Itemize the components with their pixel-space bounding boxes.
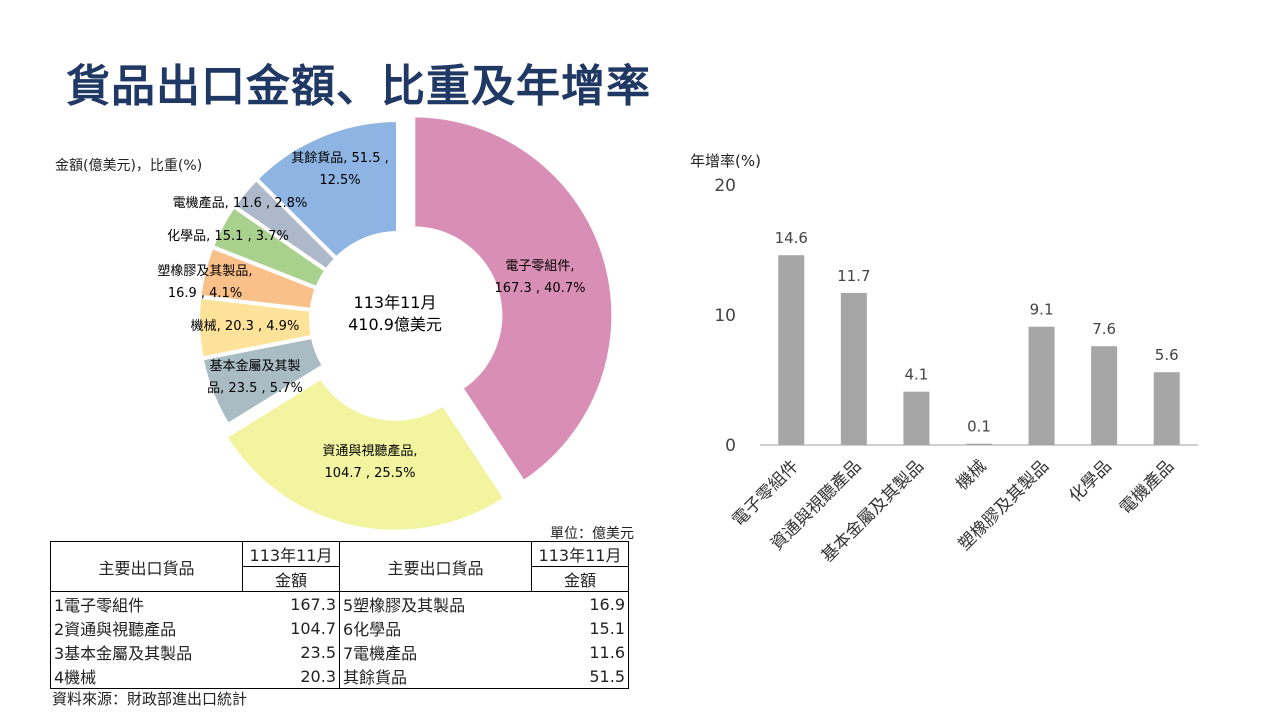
donut-slice-label: 104.7 , 25.5% [325,466,416,481]
donut-slice-2 [222,374,509,530]
bar-category-label: 化學品 [1065,456,1115,506]
bar-category-label: 機械 [952,456,990,494]
table-row: 3基本金屬及其製品 23.5 7電機產品 11.6 [50,640,629,664]
bar-y-tick-label: 20 [714,176,736,196]
table-row: 4機械 20.3 其餘貨品 51.5 [50,664,629,689]
row-right-value: 11.6 [531,640,629,664]
donut-slice-label: 品, 23.5 , 5.7% [207,381,303,396]
bar-3 [903,391,930,445]
row-left-name: 4機械 [50,664,243,689]
table-header-amount-right: 金額 [531,566,629,592]
table-row: 2資通與視聽產品 104.7 6化學品 15.1 [50,616,629,640]
donut-slice-label: 化學品, 15.1 , 3.7% [167,229,289,244]
bar-value-label: 14.6 [775,229,808,247]
row-left-name: 1電子零組件 [50,591,243,616]
table-header-month-left: 113年11月 [242,541,340,567]
donut-center-line1: 113年11月 [354,293,437,312]
bar-y-tick-label: 10 [714,306,736,326]
row-left-value: 20.3 [242,664,340,689]
bar-5 [1028,326,1055,445]
row-right-name: 其餘貨品 [339,664,532,689]
donut-center-line2: 410.9億美元 [348,315,442,334]
donut-slice-label: 12.5% [319,173,360,188]
donut-unit-label: 金額(億美元)，比重(%) [55,158,203,174]
donut-slice-label: 電子零組件, [505,259,574,274]
donut-slice-label: 塑橡膠及其製品, [157,264,252,279]
bar-7 [1153,372,1180,445]
table-unit-label: 單位：億美元 [550,526,634,542]
bar-value-label: 0.1 [967,418,991,436]
bar-value-label: 9.1 [1030,301,1054,319]
table-header-goods-right: 主要出口貨品 [339,541,532,592]
row-left-name: 3基本金屬及其製品 [50,640,243,664]
donut-slice-label: 16.9 , 4.1% [168,286,242,301]
bar-1 [778,255,805,445]
page-title: 貨品出口金額、比重及年增率 [66,61,651,112]
bar-value-label: 11.7 [837,267,870,285]
bar-axis-label: 年增率(%) [690,152,761,170]
row-left-value: 167.3 [242,591,340,616]
row-right-value: 15.1 [531,616,629,640]
donut-slice-8 [253,117,400,262]
bar-4 [966,443,992,445]
bar-value-label: 7.6 [1092,320,1116,338]
bar-2 [840,292,867,445]
table-header-amount-left: 金額 [242,566,340,592]
donut-slice-label: 其餘貨品, 51.5 , [291,150,388,166]
row-left-value: 104.7 [242,616,340,640]
bar-y-tick-label: 0 [725,436,736,456]
source-note: 資料來源：財政部進出口統計 [52,690,248,708]
row-right-value: 51.5 [531,664,629,689]
row-right-name: 7電機產品 [339,640,532,664]
donut-chart: 電子零組件, 167.3 , 40.7% 資通與視聽產品, 104.7 , 25.5%… [157,113,616,530]
bar-value-label: 5.6 [1155,346,1179,364]
row-right-value: 16.9 [531,591,629,616]
table-header-month-right: 113年11月 [531,541,629,567]
export-goods-table: 主要出口貨品 113年11月 主要出口貨品 113年11月 金額 金額 1電子零… [50,541,629,689]
bar-category-label: 電機產品 [1116,456,1178,518]
row-left-name: 2資通與視聽產品 [50,616,243,640]
donut-slice-label: 機械, 20.3 , 4.9% [191,319,300,334]
row-right-name: 6化學品 [339,616,532,640]
table-row: 1電子零組件 167.3 5塑橡膠及其製品 16.9 [50,591,629,616]
row-left-value: 23.5 [242,640,340,664]
donut-slice-label: 基本金屬及其製 [209,358,300,374]
bar-value-label: 4.1 [904,366,928,384]
donut-slice-label: 資通與視聽產品, [322,443,417,459]
row-right-name: 5塑橡膠及其製品 [339,591,532,616]
donut-slice-label: 167.3 , 40.7% [495,281,586,296]
table-header-goods-left: 主要出口貨品 [50,541,243,592]
donut-slice-1 [411,113,616,486]
donut-slice-label: 電機產品, 11.6 , 2.8% [173,195,308,211]
bar-6 [1091,346,1118,445]
